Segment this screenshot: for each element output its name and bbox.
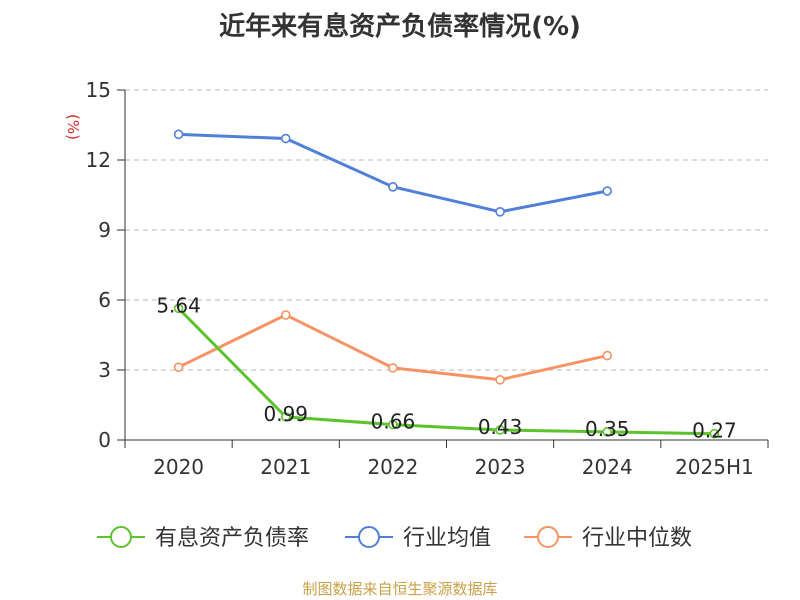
data-point — [173, 303, 184, 314]
axes: 0 3 6 9 12 15(%) 2020 2021 2022 2023 2024 2025H1 — [64, 78, 769, 479]
data-label: 0.27 — [692, 419, 737, 443]
data-label: 0.35 — [585, 417, 630, 441]
data-point — [173, 362, 184, 373]
data-point — [280, 310, 291, 320]
data-point — [602, 427, 613, 437]
data-point — [602, 350, 613, 361]
data-point — [173, 129, 184, 140]
data-point — [388, 363, 398, 373]
data-point — [495, 425, 505, 435]
legend-label: 有息资产负债率 — [155, 526, 309, 551]
legend-swatch-marker — [537, 526, 559, 548]
y-tick-label: 0 — [98, 428, 111, 452]
data-point — [280, 412, 291, 422]
x-tick-label: 2021 — [260, 455, 311, 479]
x-tick-label: 2022 — [367, 455, 418, 479]
source-note: 制图数据来自恒生聚源数据库 — [302, 580, 498, 598]
legend-swatch-marker — [110, 526, 132, 548]
legend: 有息资产负债率 行业均值 行业中位数 — [97, 526, 692, 551]
x-tick-label: 2025H1 — [675, 455, 754, 479]
data-label: 0.43 — [478, 415, 523, 439]
x-tick-label: 2020 — [153, 455, 204, 479]
series-layer — [173, 129, 720, 439]
data-point — [495, 374, 505, 385]
data-labels-layer: 5.64 0.99 0.66 0.43 0.35 0.27 — [156, 293, 736, 442]
data-label: 0.66 — [371, 410, 416, 434]
y-tick-label: 3 — [98, 358, 111, 382]
x-tick-label: 2023 — [475, 455, 526, 479]
legend-label: 行业均值 — [403, 526, 491, 551]
legend-swatch-marker — [358, 526, 380, 548]
data-label: 0.99 — [263, 402, 308, 426]
data-point — [388, 182, 398, 192]
y-tick-label: 9 — [98, 218, 111, 242]
data-point — [388, 419, 398, 430]
series-line — [178, 132, 608, 214]
x-tick-label: 2024 — [582, 455, 633, 479]
y-tick-label: 12 — [86, 148, 111, 172]
y-axis-label: (%) — [64, 114, 82, 140]
legend-label: 行业中位数 — [582, 526, 692, 551]
chart-title: 近年来有息资产负债率情况(%) — [219, 12, 581, 42]
data-point — [280, 133, 291, 144]
data-point — [602, 186, 613, 196]
data-point — [495, 207, 505, 217]
y-tick-label: 15 — [86, 78, 111, 102]
data-label: 5.64 — [156, 293, 201, 317]
data-point — [709, 428, 720, 439]
gridlines — [125, 89, 768, 371]
y-tick-label: 6 — [98, 288, 111, 312]
series-line — [177, 307, 715, 436]
